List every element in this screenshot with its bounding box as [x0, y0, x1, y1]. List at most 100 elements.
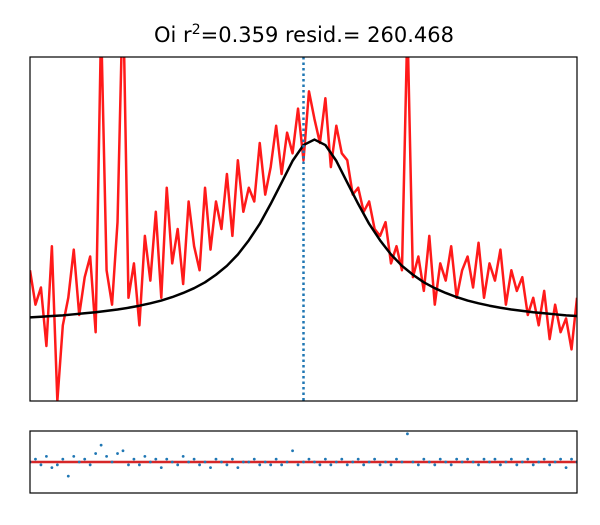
residual-point — [269, 463, 273, 467]
residual-point — [356, 457, 360, 461]
residual-point — [263, 460, 267, 464]
residual-point — [50, 466, 54, 470]
residual-point — [154, 457, 158, 461]
residual-point — [291, 449, 294, 453]
residual-point — [230, 457, 234, 461]
title-superscript: 2 — [192, 22, 201, 38]
residual-point — [553, 460, 557, 464]
residual-point — [285, 460, 289, 464]
residual-point — [247, 460, 251, 464]
residual-point — [351, 460, 355, 464]
residual-point — [258, 463, 262, 467]
residual-point — [99, 443, 103, 447]
residual-point — [159, 466, 163, 470]
residual-point — [542, 457, 546, 461]
residual-point — [116, 452, 119, 455]
residual-point — [132, 457, 136, 461]
residual-point — [395, 457, 398, 461]
axes-frame — [29, 430, 578, 494]
residual-point — [318, 463, 322, 467]
title-text: =0.359 resid.= 260.468 — [201, 23, 454, 47]
residual-point — [198, 463, 201, 467]
residual-point — [302, 460, 305, 464]
residual-point — [537, 460, 541, 464]
residual-point — [427, 460, 431, 464]
residual-point — [252, 457, 256, 461]
data-line — [30, 57, 577, 401]
residual-point — [477, 463, 480, 467]
residual-point — [72, 454, 76, 458]
residual-point — [61, 457, 65, 461]
residual-point — [471, 460, 475, 464]
residual-point — [143, 454, 147, 458]
residual-point — [121, 449, 125, 453]
residual-point — [509, 457, 513, 461]
residual-point — [88, 463, 92, 467]
residual-point — [466, 457, 469, 461]
residual-point — [482, 457, 486, 461]
residual-point — [559, 457, 562, 461]
residual-point — [45, 454, 48, 458]
residual-point — [203, 460, 207, 464]
residual-point — [406, 432, 409, 436]
residual-point — [520, 460, 524, 464]
residual-point — [504, 460, 508, 464]
residual-point — [564, 466, 568, 470]
residual-point — [214, 457, 218, 461]
residual-point — [548, 463, 552, 467]
residual-point — [77, 460, 81, 464]
residual-point — [165, 457, 169, 461]
residual-point — [334, 460, 338, 464]
residual-point — [433, 463, 437, 467]
residual-point — [280, 463, 284, 467]
residual-point — [526, 457, 530, 461]
axes-frame — [29, 56, 578, 402]
residual-point — [340, 457, 344, 461]
residual-point — [422, 457, 426, 461]
residual-point — [170, 460, 174, 464]
residual-point — [187, 460, 191, 464]
residual-point — [274, 457, 278, 461]
residual-point — [94, 452, 98, 455]
residual-point — [225, 463, 229, 467]
residual-point — [236, 466, 240, 470]
residual-point — [34, 457, 37, 461]
residual-point — [378, 463, 382, 467]
residual-point — [449, 463, 453, 467]
residual-point — [181, 454, 185, 458]
residual-point — [515, 463, 519, 467]
residual-point — [499, 463, 502, 467]
residual-point — [411, 460, 415, 464]
residual-point — [373, 457, 377, 461]
residual-point — [531, 463, 535, 467]
chart-title: Oi r2=0.359 resid.= 260.468 — [154, 22, 454, 47]
residual-point — [209, 466, 212, 470]
residual-point — [493, 457, 497, 461]
residual-point — [362, 463, 366, 467]
residual-point — [345, 463, 349, 467]
residual-point — [416, 463, 420, 467]
residual-point — [110, 460, 114, 464]
residual-point — [367, 460, 371, 464]
residual-point — [400, 460, 404, 464]
residual-point — [488, 460, 491, 464]
residual-point — [313, 460, 316, 464]
residual-point — [455, 457, 459, 461]
residual-point — [384, 460, 387, 464]
residual-point — [39, 463, 43, 467]
residual-point — [296, 463, 300, 467]
residual-point — [444, 460, 448, 464]
residual-point — [55, 463, 59, 467]
residual-point — [127, 463, 130, 467]
title-text: Oi r — [154, 23, 192, 47]
residual-point — [66, 474, 70, 478]
residual-point — [241, 460, 245, 464]
residual-point — [192, 457, 196, 461]
residual-point — [220, 460, 223, 464]
residual-point — [323, 457, 327, 461]
residual-point — [138, 463, 141, 467]
residual-point — [148, 460, 152, 464]
residual-point — [176, 463, 180, 467]
residual-point — [307, 457, 311, 461]
